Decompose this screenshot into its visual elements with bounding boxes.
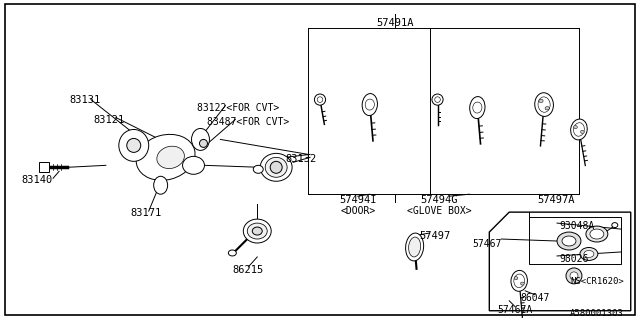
Text: 57494G: 57494G — [420, 195, 458, 205]
Text: 83171: 83171 — [131, 208, 162, 218]
Ellipse shape — [408, 237, 420, 257]
Circle shape — [475, 105, 480, 110]
Ellipse shape — [253, 165, 263, 173]
Ellipse shape — [182, 156, 204, 174]
Ellipse shape — [539, 99, 543, 103]
Text: 57467A: 57467A — [497, 305, 533, 315]
Ellipse shape — [545, 107, 549, 110]
Text: 57467: 57467 — [472, 239, 501, 249]
Ellipse shape — [520, 282, 524, 285]
Ellipse shape — [157, 146, 184, 169]
Text: <DOOR>: <DOOR> — [340, 206, 376, 216]
Ellipse shape — [573, 125, 577, 129]
Text: <GLOVE BOX>: <GLOVE BOX> — [407, 206, 472, 216]
Ellipse shape — [584, 251, 594, 258]
Text: 57497A: 57497A — [538, 195, 575, 205]
Circle shape — [200, 140, 207, 148]
Ellipse shape — [119, 130, 148, 161]
Ellipse shape — [228, 250, 236, 256]
Circle shape — [367, 102, 372, 107]
Ellipse shape — [365, 99, 374, 110]
Ellipse shape — [586, 226, 608, 242]
Ellipse shape — [573, 123, 584, 136]
Ellipse shape — [511, 270, 527, 291]
Circle shape — [270, 161, 282, 173]
Ellipse shape — [612, 223, 618, 228]
Text: 98026: 98026 — [559, 254, 588, 264]
Text: 86047: 86047 — [520, 293, 550, 303]
Circle shape — [432, 94, 443, 105]
Ellipse shape — [136, 134, 195, 180]
Circle shape — [435, 97, 440, 102]
Ellipse shape — [154, 176, 168, 194]
Text: 57497: 57497 — [420, 231, 451, 241]
Ellipse shape — [470, 97, 485, 118]
Text: 86215: 86215 — [233, 265, 264, 275]
Text: 57494I: 57494I — [339, 195, 376, 205]
Text: A580001303: A580001303 — [570, 309, 624, 318]
Ellipse shape — [538, 97, 550, 112]
Text: 83487<FOR CVT>: 83487<FOR CVT> — [207, 116, 290, 126]
Ellipse shape — [406, 233, 424, 261]
Ellipse shape — [265, 157, 287, 177]
Ellipse shape — [514, 274, 525, 288]
Text: 83121: 83121 — [93, 115, 124, 124]
Bar — [529, 217, 621, 264]
Ellipse shape — [535, 93, 554, 116]
Ellipse shape — [243, 219, 271, 243]
Ellipse shape — [473, 102, 482, 113]
Ellipse shape — [557, 232, 581, 250]
Ellipse shape — [252, 227, 262, 235]
Ellipse shape — [571, 119, 588, 140]
Text: 83131: 83131 — [69, 95, 100, 105]
Ellipse shape — [362, 93, 378, 116]
Circle shape — [570, 272, 578, 280]
Text: 93048A: 93048A — [559, 221, 595, 231]
Ellipse shape — [247, 223, 268, 239]
Ellipse shape — [260, 153, 292, 181]
Text: 83140: 83140 — [21, 175, 52, 185]
Circle shape — [314, 94, 326, 105]
Text: 83132: 83132 — [285, 154, 316, 164]
Ellipse shape — [191, 128, 209, 150]
Ellipse shape — [580, 130, 584, 133]
Ellipse shape — [590, 229, 604, 239]
Bar — [39, 162, 49, 172]
Ellipse shape — [580, 247, 598, 260]
Text: NS<CR1620>: NS<CR1620> — [570, 277, 624, 286]
Circle shape — [127, 139, 141, 152]
Ellipse shape — [514, 277, 518, 280]
Ellipse shape — [562, 236, 576, 246]
Text: 83122<FOR CVT>: 83122<FOR CVT> — [198, 103, 280, 113]
Text: 57491A: 57491A — [376, 18, 413, 28]
Circle shape — [317, 97, 323, 102]
Circle shape — [566, 268, 582, 284]
